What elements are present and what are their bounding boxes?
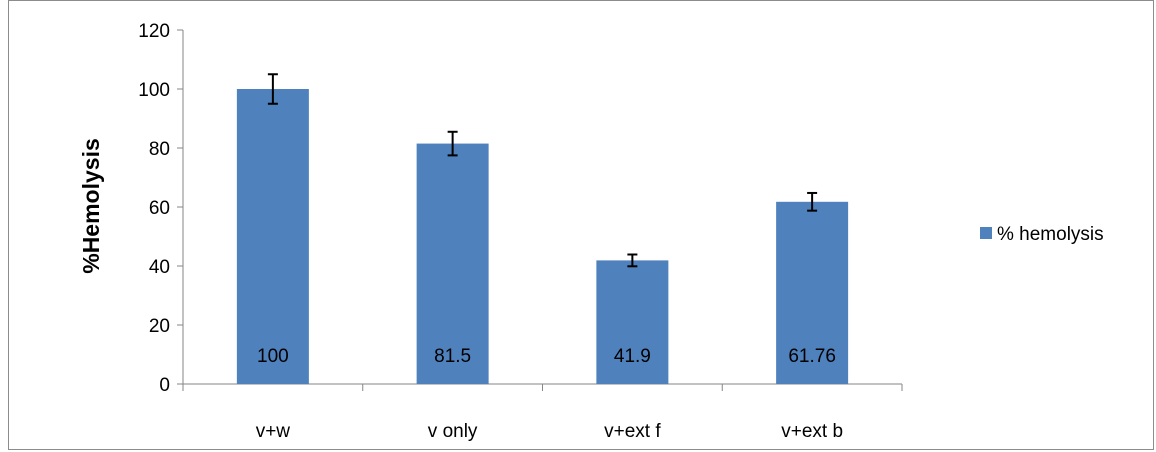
legend-swatch [980, 227, 992, 239]
y-tick-label: 0 [159, 375, 170, 396]
bar [416, 143, 489, 384]
y-tick-label: 100 [138, 80, 170, 101]
data-labels: 100 81.5 41.9 61.76 [257, 346, 836, 367]
legend-label: % hemolysis [997, 224, 1104, 245]
x-category-label: v only [428, 421, 478, 442]
bar [596, 260, 669, 384]
error-bars [267, 73, 818, 268]
bars [236, 89, 849, 384]
bar [776, 201, 849, 384]
bar-chart: 100 81.5 41.9 61.76 0 20 40 60 80 100 120 v+w v onl… [78, 21, 1104, 442]
y-tick-label: 20 [149, 316, 170, 337]
x-category-label: v+w [256, 421, 291, 442]
x-category-label: v+ext f [604, 421, 661, 442]
chart-frame: 100 81.5 41.9 61.76 0 20 40 60 80 100 120 v+w v onl… [8, 0, 1154, 450]
data-label: 100 [257, 346, 289, 367]
y-tick-label: 60 [149, 198, 170, 219]
y-tick-label: 80 [149, 139, 170, 160]
y-tick-label: 40 [149, 257, 170, 278]
legend: % hemolysis [980, 224, 1104, 245]
data-label: 81.5 [434, 346, 471, 367]
bar [236, 89, 309, 384]
tick-labels: 0 20 40 60 80 100 120 v+w v only v+ext f v+ext b [138, 21, 843, 442]
y-axis-title: %Hemolysis [78, 138, 104, 274]
data-label: 41.9 [614, 346, 651, 367]
y-tick-label: 120 [138, 21, 170, 42]
x-category-label: v+ext b [781, 421, 843, 442]
data-label: 61.76 [788, 346, 836, 367]
